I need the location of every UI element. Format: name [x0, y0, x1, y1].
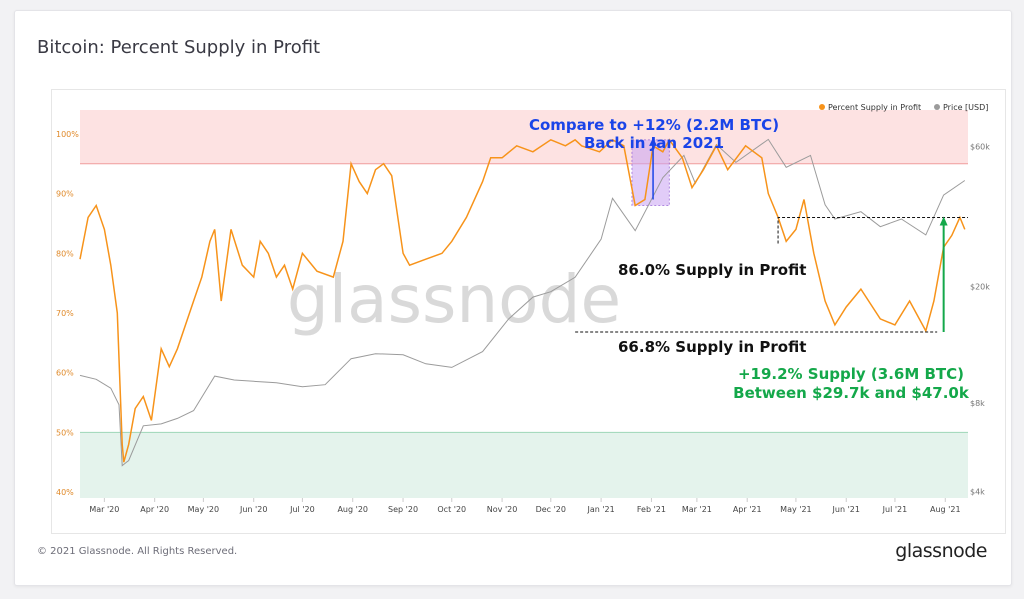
y-left-tick-label: 40% [56, 488, 74, 497]
glassnode-logo[interactable]: glassnode [895, 540, 987, 562]
annotation-compare: Compare to +12% (2.2M BTC) [529, 116, 779, 134]
y-left-tick-label: 70% [56, 309, 74, 318]
legend-supply-swatch [819, 104, 825, 110]
x-tick-label: Jan '21 [586, 505, 614, 514]
ref-line-86 [777, 216, 968, 244]
x-tick-label: Oct '20 [437, 505, 466, 514]
y-right-tick-label: $8k [970, 399, 985, 408]
y-left-tick-label: 100% [56, 130, 79, 139]
copyright-text: © 2021 Glassnode. All Rights Reserved. [37, 546, 238, 557]
chart-svg: glassnode 40%50%60%70%80%90%100% $4k$8k$… [56, 103, 990, 514]
y-right-tick-label: $4k [970, 487, 985, 496]
annotation-66-percent: 66.8% Supply in Profit [618, 338, 806, 356]
x-tick-label: Jul '20 [289, 505, 315, 514]
price-series-line [79, 138, 966, 467]
lower-threshold-band [80, 432, 968, 498]
x-tick-label: Jun '21 [832, 505, 860, 514]
annotation-86-percent: 86.0% Supply in Profit [618, 261, 806, 279]
x-tick-label: Mar '21 [682, 505, 712, 514]
y-left-tick-label: 80% [56, 249, 74, 258]
x-tick-label: Jul '21 [882, 505, 908, 514]
annotation-green-range: Between $29.7k and $47.0k [733, 384, 970, 402]
label-86-bg [616, 258, 790, 280]
y-left-tick-label: 60% [56, 369, 74, 378]
x-tick-label: Mar '20 [89, 505, 119, 514]
y-left-tick-label: 50% [56, 428, 74, 437]
legend-price-label[interactable]: Price [USD] [943, 103, 988, 112]
page-title: Bitcoin: Percent Supply in Profit [37, 37, 321, 58]
x-tick-label: May '20 [188, 505, 219, 514]
green-arrowhead-icon [939, 216, 948, 226]
x-tick-label: Jun '20 [239, 505, 267, 514]
chart-card: Bitcoin: Percent Supply in Profit glassn… [14, 10, 1012, 586]
annotation-back-jan: Back in Jan 2021 [584, 134, 724, 152]
supply-series-line [79, 138, 966, 463]
x-tick-label: Aug '20 [337, 505, 368, 514]
legend-price-swatch [934, 104, 940, 110]
upper-threshold-band [80, 110, 968, 164]
x-tick-label: Dec '20 [536, 505, 566, 514]
watermark: glassnode [287, 261, 621, 338]
x-tick-label: Apr '20 [140, 505, 169, 514]
x-tick-label: Apr '21 [733, 505, 762, 514]
y-right-tick-label: $20k [970, 283, 990, 292]
annotation-green-supply: +19.2% Supply (3.6M BTC) [738, 365, 964, 383]
x-tick-label: Nov '20 [487, 505, 518, 514]
left-axis: 40% 50% 60% 70% 80% 90% 100% [56, 130, 79, 497]
x-tick-label: Aug '21 [930, 505, 961, 514]
blue-arrowhead-icon [649, 137, 658, 146]
y-left-tick-label: 90% [56, 190, 74, 199]
plot-area: glassnode 40% 50% 60% 70% 80% 90% 100% $4k $8k $… [51, 89, 1006, 534]
x-tick-label: Sep '20 [388, 505, 418, 514]
y-right-tick-label: $60k [970, 143, 990, 152]
x-tick-label: Feb '21 [637, 505, 666, 514]
right-axis: $4k $8k $20k $60k [970, 143, 990, 497]
x-axis: Mar '20 Apr '20 May '20 Jun '20 Jul '20 Aug '… [89, 498, 961, 514]
legend-supply-label[interactable]: Percent Supply in Profit [828, 103, 921, 112]
x-tick-label: May '21 [780, 505, 811, 514]
label-66-bg [616, 335, 800, 357]
